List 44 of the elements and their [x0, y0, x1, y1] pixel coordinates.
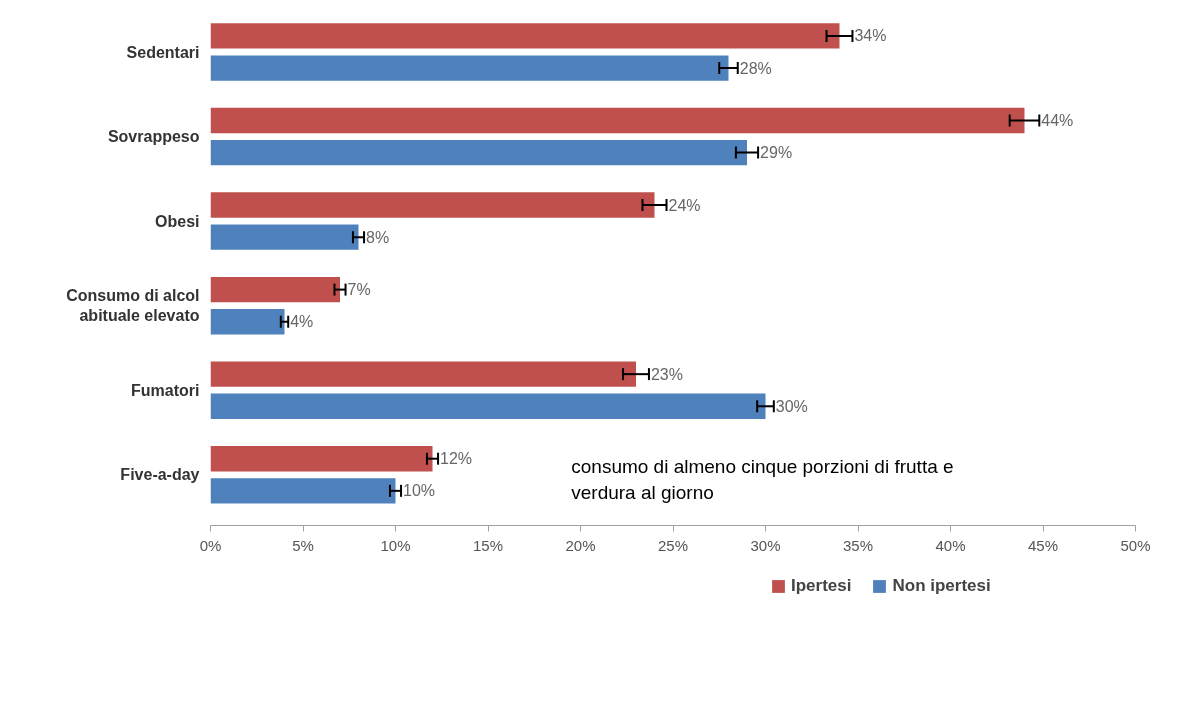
bar: [210, 192, 655, 218]
annotation: consumo di almeno cinque porzioni di frutta e verdura al giorno: [571, 456, 954, 504]
bar: [210, 139, 747, 166]
x-tick-label: 35%: [842, 536, 874, 554]
x-tick-label: 20%: [565, 536, 596, 554]
bar: [210, 224, 359, 250]
data-label: 34%: [854, 27, 887, 45]
data-label: 28%: [739, 59, 772, 77]
x-tick-label: 5%: [292, 536, 314, 554]
x-tick-label: 25%: [657, 536, 689, 554]
x-tick-label: 40%: [935, 536, 966, 554]
data-label: 44%: [1041, 111, 1074, 129]
bar: [210, 393, 766, 419]
data-label: 23%: [650, 365, 683, 383]
y-tick-label: Obesi: [155, 212, 200, 230]
data-label: 24%: [668, 196, 701, 214]
data-label: 12%: [440, 450, 473, 468]
legend-label: Non ipertesi: [892, 576, 991, 596]
bar: [210, 309, 285, 335]
data-label: 10%: [403, 482, 436, 500]
x-tick-label: 30%: [750, 536, 781, 554]
y-tick-label: Fumatori: [131, 381, 200, 399]
bar: [210, 446, 433, 472]
y-tick-label: Five-a-day: [120, 466, 200, 484]
x-tick-label: 45%: [1027, 536, 1059, 554]
bar: [210, 361, 636, 387]
bar: [210, 276, 340, 303]
bar: [210, 107, 1025, 134]
x-tick-label: 50%: [1120, 536, 1151, 554]
bar: [210, 55, 729, 81]
y-tick-label: Sovrappeso: [107, 128, 200, 146]
x-tick-label: 10%: [380, 536, 411, 554]
data-label: 4%: [290, 313, 314, 331]
data-label: 7%: [347, 281, 371, 299]
data-label: 30%: [775, 397, 808, 415]
legend-label: Ipertesi: [791, 576, 852, 596]
y-tick-label: Sedentari: [126, 43, 200, 61]
x-tick-label: 15%: [472, 536, 504, 554]
x-tick-label: 0%: [199, 536, 222, 554]
y-tick-label: Consumo di alcol abituale elevato: [66, 286, 200, 325]
data-label: 8%: [366, 228, 390, 246]
bar: [210, 478, 396, 504]
data-label: 29%: [760, 144, 793, 162]
bar: [210, 23, 840, 49]
